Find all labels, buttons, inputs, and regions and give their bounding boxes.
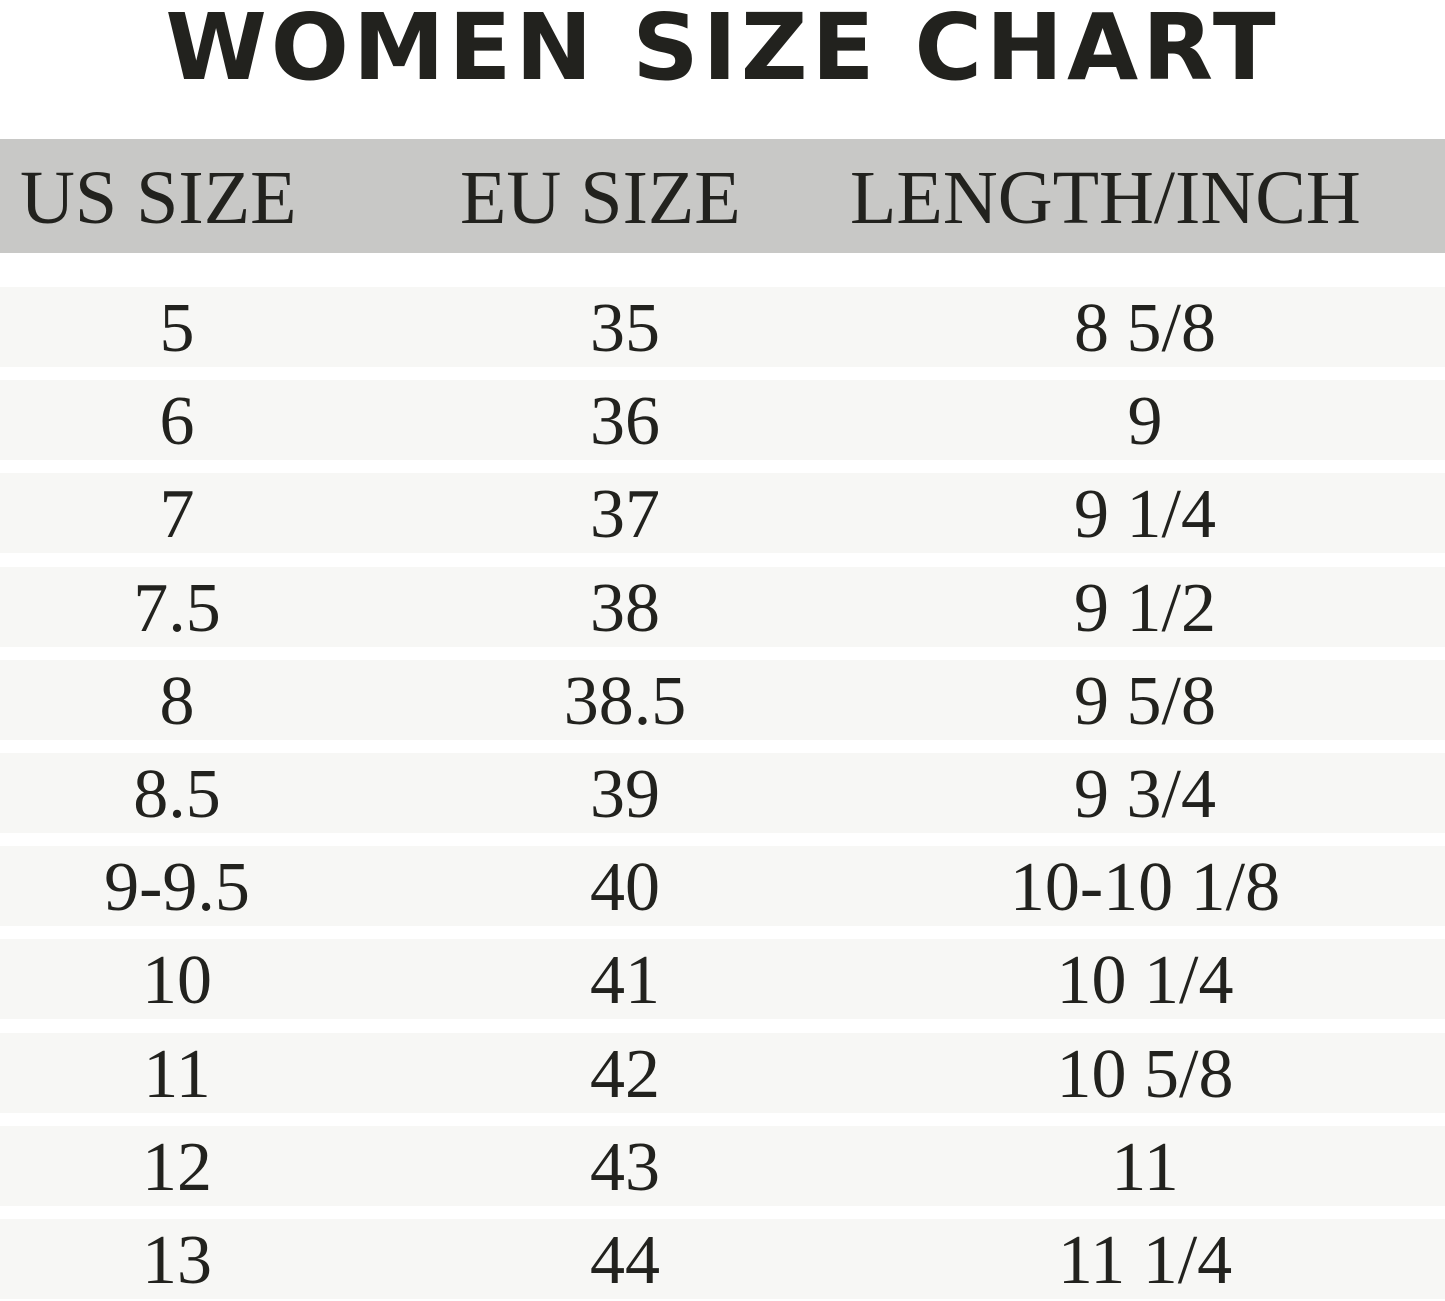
cell-us-size: 6: [159, 383, 195, 461]
cell-eu-size: 38: [590, 569, 660, 647]
cell-us-size: 7.5: [133, 569, 221, 647]
cell-length: 10-10 1/8: [1009, 849, 1281, 927]
column-header-length: LENGTH/INCH: [850, 156, 1361, 240]
table-row: 10 41 10 1/4: [0, 939, 1445, 1020]
cell-us-size: 12: [142, 1128, 212, 1206]
cell-us-size: 13: [142, 1222, 212, 1299]
cell-eu-size: 41: [590, 942, 660, 1020]
cell-eu-size: 43: [590, 1128, 660, 1206]
cell-length: 9: [1127, 383, 1163, 461]
table-row: 6 36 9: [0, 380, 1445, 461]
cell-eu-size: 35: [590, 290, 660, 367]
table-row: 7 37 9 1/4: [0, 473, 1445, 554]
cell-length: 8 5/8: [1074, 290, 1216, 367]
table-row: 13 44 11 1/4: [0, 1219, 1445, 1299]
cell-eu-size: 40: [590, 849, 660, 927]
cell-length: 9 1/4: [1074, 476, 1216, 554]
cell-us-size: 10: [142, 942, 212, 1020]
cell-length: 10 5/8: [1056, 1035, 1234, 1113]
column-header-eu-size: EU SIZE: [460, 156, 741, 240]
cell-us-size: 8: [159, 662, 195, 740]
cell-eu-size: 39: [590, 756, 660, 833]
cell-eu-size: 37: [590, 476, 660, 554]
cell-eu-size: 38.5: [563, 662, 687, 740]
column-header-us-size: US SIZE: [20, 156, 297, 240]
cell-eu-size: 42: [590, 1035, 660, 1113]
cell-length: 11: [1111, 1128, 1179, 1206]
table-row: 8.5 39 9 3/4: [0, 753, 1445, 833]
table-row: 8 38.5 9 5/8: [0, 659, 1445, 740]
table-row: 12 43 11: [0, 1125, 1445, 1206]
page-title: WOMEN SIZE CHART: [165, 0, 1280, 101]
table-header: US SIZE EU SIZE LENGTH/INCH: [0, 139, 1445, 253]
cell-length: 10 1/4: [1056, 942, 1234, 1020]
cell-length: 11 1/4: [1057, 1222, 1233, 1299]
cell-us-size: 11: [143, 1035, 211, 1113]
cell-eu-size: 44: [590, 1222, 660, 1299]
cell-us-size: 8.5: [133, 756, 221, 833]
cell-eu-size: 36: [590, 383, 660, 461]
cell-length: 9 1/2: [1074, 569, 1216, 647]
cell-us-size: 7: [159, 476, 195, 554]
cell-us-size: 5: [159, 290, 195, 367]
cell-length: 9 5/8: [1074, 662, 1216, 740]
table-row: 7.5 38 9 1/2: [0, 566, 1445, 647]
cell-us-size: 9-9.5: [104, 849, 250, 927]
cell-length: 9 3/4: [1074, 756, 1216, 833]
table-row: 5 35 8 5/8: [0, 287, 1445, 367]
table-row: 9-9.5 40 10-10 1/8: [0, 846, 1445, 927]
table-row: 11 42 10 5/8: [0, 1032, 1445, 1113]
